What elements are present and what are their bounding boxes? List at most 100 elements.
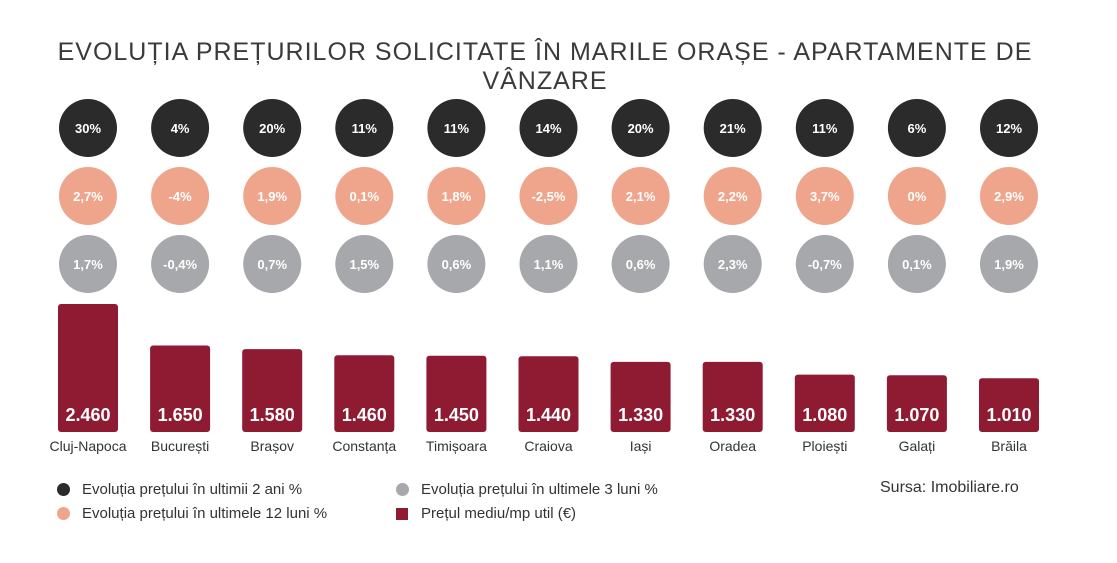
change-3m-circle-timisoara [427,235,486,293]
price-value-bucuresti: 1.650 [158,405,203,425]
change-12m-circle-galati [887,167,946,225]
change-2y-label-constanta: 11% [352,121,378,136]
legend-item-price: Prețul mediu/mp util (€) [396,505,576,522]
change-12m-label-brasov: 1,9% [257,189,287,204]
change-12m-label-iasi: 2,1% [626,189,656,204]
price-value-iasi: 1.330 [618,405,663,425]
change-12m-circle-iasi [611,167,670,225]
change-3m-label-galati: 0,1% [902,257,932,272]
city-label-iasi: Iași [630,438,652,454]
city-label-oradea: Oradea [709,438,756,454]
legend-item-2y: Evoluția prețului în ultimii 2 ani % [57,481,302,498]
price-value-timisoara: 1.450 [434,405,479,425]
change-3m-label-timisoara: 0,6% [442,257,472,272]
legend-label-2y: Evoluția prețului în ultimii 2 ani % [82,481,303,498]
price-bar-timisoara [426,355,487,432]
change-3m-circle-cluj-napoca [59,235,117,293]
city-label-ploiesti: Ploiești [802,438,847,454]
city-label-braila: Brăila [991,438,1027,454]
price-bar-craiova [518,356,579,432]
legend-label-3m: Evoluția prețului în ultimele 3 luni % [421,481,658,498]
change-12m-circle-oradea [703,167,762,225]
change-12m-label-braila: 2,9% [994,189,1024,204]
change-2y-label-braila: 12% [996,121,1022,136]
city-label-craiova: Craiova [524,438,572,454]
change-3m-circle-ploiesti [795,235,854,293]
price-value-brasov: 1.580 [250,405,295,425]
change-12m-label-oradea: 2,2% [718,189,748,204]
price-value-galati: 1.070 [894,405,939,425]
change-12m-circle-constanta [335,167,394,225]
price-bar-constanta [334,355,395,432]
change-2y-circle-oradea [703,99,762,157]
price-bar-braila [979,378,1039,432]
price-bar-iasi [610,361,671,432]
change-12m-circle-timisoara [427,167,486,225]
change-2y-circle-ploiesti [795,99,854,157]
change-2y-circle-brasov [243,99,302,157]
source-note: Sursa: Imobiliare.ro [880,479,1019,496]
legend-label-12m: Evoluția prețului în ultimele 12 luni % [82,505,328,522]
change-12m-label-constanta: 0,1% [349,189,379,204]
change-3m-label-iasi: 0,6% [626,257,656,272]
change-12m-circle-cluj-napoca [59,167,117,225]
change-3m-circle-constanta [335,235,394,293]
change-12m-circle-craiova [519,167,578,225]
legend-label-price: Prețul mediu/mp util (€) [421,505,577,522]
legend-swatch-2y [57,483,70,496]
change-2y-circle-braila [980,99,1038,157]
change-2y-label-oradea: 21% [720,121,746,136]
legend-swatch-price [396,507,408,520]
change-2y-label-iasi: 20% [628,121,654,136]
change-3m-label-brasov: 0,7% [257,257,287,272]
change-2y-label-brasov: 20% [259,121,285,136]
change-3m-label-craiova: 1,1% [534,257,564,272]
change-2y-circle-constanta [335,99,394,157]
city-label-brasov: Brașov [250,438,294,454]
price-value-braila: 1.010 [986,405,1031,425]
change-2y-label-ploiesti: 11% [812,121,838,136]
change-3m-circle-braila [980,235,1038,293]
price-value-craiova: 1.440 [526,405,571,425]
change-2y-label-galati: 6% [908,121,927,136]
change-12m-circle-bucuresti [151,167,210,225]
city-label-galati: Galați [899,438,936,454]
change-2y-circle-galati [887,99,946,157]
price-value-cluj-napoca: 2.460 [65,405,110,425]
price-chart: 30% 2,7% 1,7% 2.460 Cluj-Napoca 4% -4% -0,4% 1.6… [49,99,1039,454]
change-3m-label-oradea: 2,3% [718,257,748,272]
city-label-timisoara: Timișoara [426,438,487,454]
price-value-oradea: 1.330 [710,405,755,425]
change-12m-label-cluj-napoca: 2,7% [73,189,103,204]
change-2y-circle-iasi [611,99,670,157]
change-2y-label-craiova: 14% [535,121,561,136]
change-3m-label-bucuresti: -0,4% [163,257,197,272]
change-3m-circle-iasi [611,235,670,293]
change-3m-label-cluj-napoca: 1,7% [73,257,103,272]
price-bar-ploiesti [794,374,855,432]
legend-item-12m: Evoluția prețului în ultimele 12 luni % [57,505,327,522]
change-2y-circle-craiova [519,99,578,157]
price-bar-oradea [702,361,763,432]
price-bar-bucuresti [150,345,211,432]
change-3m-label-braila: 1,9% [994,257,1024,272]
price-value-constanta: 1.460 [342,405,387,425]
legend-swatch-12m [57,507,70,520]
chart-title: EVOLUȚIA PREȚURILOR SOLICITATE ÎN MARILE… [57,38,1033,95]
price-value-ploiesti: 1.080 [802,405,847,425]
price-bar-brasov [242,349,303,432]
change-3m-circle-brasov [243,235,302,293]
city-label-bucuresti: București [151,438,209,454]
change-2y-circle-bucuresti [151,99,210,157]
change-3m-circle-craiova [519,235,578,293]
change-12m-label-galati: 0% [908,189,927,204]
city-label-constanta: Constanța [332,438,396,454]
change-2y-label-timisoara: 11% [444,121,470,136]
change-12m-circle-braila [980,167,1038,225]
change-12m-circle-brasov [243,167,302,225]
change-3m-label-ploiesti: -0,7% [808,257,842,272]
change-12m-label-timisoara: 1,8% [442,189,472,204]
legend-item-3m: Evoluția prețului în ultimele 3 luni % [396,481,658,498]
change-2y-label-bucuresti: 4% [171,121,190,136]
change-2y-circle-timisoara [427,99,486,157]
